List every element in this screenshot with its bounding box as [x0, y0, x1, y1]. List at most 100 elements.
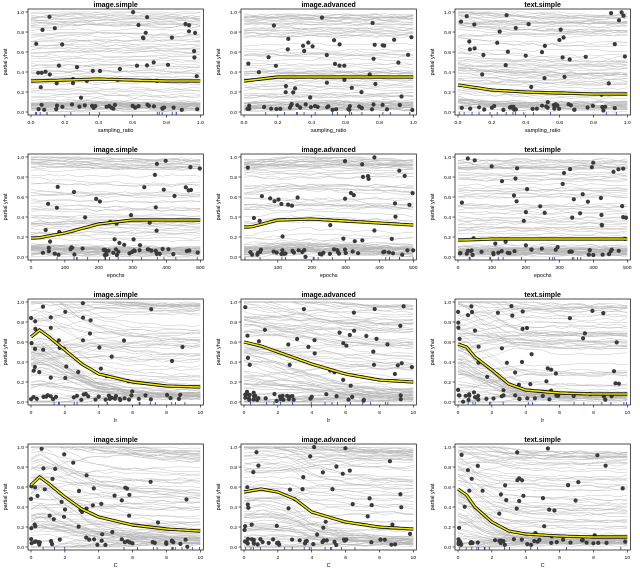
- ice-line: [30, 57, 201, 62]
- data-point: [39, 102, 44, 107]
- data-point: [496, 538, 501, 543]
- ice-line: [457, 254, 627, 258]
- y-tick-label: 0.2: [230, 235, 237, 241]
- data-point: [399, 361, 405, 366]
- plot-title: text.simple: [524, 292, 561, 299]
- data-point: [127, 540, 132, 545]
- y-tick-label: 1.0: [17, 300, 24, 306]
- data-point: [272, 391, 277, 397]
- data-point: [542, 43, 547, 49]
- data-point: [101, 247, 106, 252]
- x-tick-label: 0.8: [163, 120, 170, 126]
- plot-frame: [454, 298, 631, 406]
- data-point: [35, 493, 40, 499]
- data-point: [300, 487, 305, 492]
- data-point: [393, 214, 398, 219]
- ice-line: [244, 94, 414, 98]
- data-point: [280, 248, 285, 253]
- ice-line: [30, 344, 201, 378]
- data-point: [390, 522, 395, 527]
- data-point: [263, 396, 269, 401]
- data-point: [455, 309, 460, 315]
- mean-curve: [244, 76, 414, 82]
- data-point: [117, 240, 122, 246]
- ice-line: [457, 343, 627, 358]
- x-tick-label: 10: [411, 555, 417, 561]
- ice-line: [30, 23, 201, 27]
- data-point: [512, 393, 517, 398]
- data-point: [184, 497, 189, 502]
- ice-line: [30, 372, 201, 394]
- ice-line: [244, 319, 414, 333]
- ice-line: [244, 242, 414, 247]
- data-point: [362, 397, 367, 402]
- data-point: [372, 42, 378, 47]
- ice-line: [457, 479, 627, 492]
- ice-line: [244, 156, 414, 162]
- data-point: [163, 158, 168, 163]
- ice-line: [30, 314, 201, 356]
- ice-line: [244, 217, 414, 223]
- data-point: [312, 445, 317, 450]
- data-point: [620, 166, 625, 171]
- data-point: [472, 328, 477, 333]
- data-point: [500, 538, 506, 544]
- data-point: [155, 251, 160, 256]
- ice-line: [30, 86, 201, 91]
- ice-line: [30, 459, 201, 488]
- ice-line: [244, 516, 414, 532]
- data-point: [466, 392, 471, 397]
- ice-line: [30, 209, 201, 217]
- ice-line: [457, 186, 627, 190]
- data-point: [60, 104, 65, 109]
- data-point: [169, 358, 175, 364]
- data-point: [455, 320, 461, 325]
- data-point: [548, 367, 553, 372]
- data-point: [169, 35, 174, 40]
- data-point: [553, 371, 558, 376]
- y-tick-label: 0.6: [17, 50, 24, 56]
- data-point: [98, 366, 103, 371]
- data-point: [393, 201, 398, 206]
- ice-line: [457, 229, 627, 233]
- ice-line: [30, 225, 201, 230]
- ice-line: [244, 397, 414, 403]
- data-point: [52, 251, 57, 256]
- data-point: [499, 179, 504, 184]
- ice-line: [244, 48, 414, 52]
- plot-title: image.advanced: [302, 437, 356, 444]
- data-point: [274, 250, 280, 255]
- data-point: [590, 160, 595, 165]
- x-tick-label: 8: [378, 410, 381, 416]
- data-point: [99, 538, 104, 543]
- data-point: [129, 249, 135, 255]
- ice-line: [30, 16, 201, 20]
- data-point: [72, 252, 77, 257]
- data-point: [507, 250, 512, 256]
- ice-line: [457, 315, 628, 337]
- x-tick-label: 400: [589, 265, 598, 271]
- data-point: [548, 540, 553, 545]
- data-point: [469, 476, 474, 481]
- ice-line: [30, 81, 201, 85]
- data-point: [117, 396, 122, 401]
- ice-line: [244, 301, 414, 334]
- data-point: [109, 354, 114, 359]
- data-point: [39, 70, 44, 75]
- data-point: [51, 517, 56, 522]
- data-point: [122, 539, 127, 545]
- y-tick-label: 0.4: [230, 360, 237, 366]
- ice-line: [244, 522, 414, 544]
- ice-line: [457, 499, 627, 513]
- y-tick-label: 0.8: [230, 465, 237, 471]
- data-point: [583, 54, 588, 59]
- x-tick-label: 6: [558, 555, 561, 561]
- data-point: [468, 304, 474, 309]
- ice-line: [457, 100, 627, 108]
- data-point: [360, 238, 365, 243]
- y-tick-label: 0.2: [230, 525, 237, 531]
- x-tick-label: 0: [456, 410, 459, 416]
- plot-frame: [240, 153, 418, 261]
- y-tick-label: 0.8: [444, 175, 451, 181]
- data-point: [343, 196, 348, 201]
